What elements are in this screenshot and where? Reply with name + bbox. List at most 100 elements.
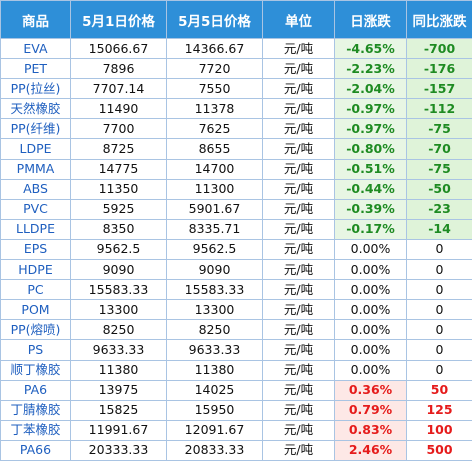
price-may5-cell: 9633.33 <box>167 340 263 360</box>
yoy-change-cell: 50 <box>407 380 472 400</box>
daily-change-cell: -0.80% <box>335 139 407 159</box>
yoy-change-cell: -70 <box>407 139 472 159</box>
commodity-name-cell: PMMA <box>1 159 71 179</box>
commodity-name-cell: LLDPE <box>1 219 71 239</box>
yoy-change-cell: -23 <box>407 199 472 219</box>
price-may5-cell: 8335.71 <box>167 219 263 239</box>
unit-cell: 元/吨 <box>263 79 335 99</box>
daily-change-cell: 0.83% <box>335 420 407 440</box>
daily-change-cell: -0.97% <box>335 99 407 119</box>
header-price-may1: 5月1日价格 <box>71 1 167 39</box>
daily-change-cell: -2.23% <box>335 59 407 79</box>
daily-change-cell: 0.00% <box>335 320 407 340</box>
price-may5-cell: 14025 <box>167 380 263 400</box>
price-may5-cell: 7720 <box>167 59 263 79</box>
price-may1-cell: 15825 <box>71 400 167 420</box>
header-yoy-change: 同比涨跌 <box>407 1 472 39</box>
unit-cell: 元/吨 <box>263 99 335 119</box>
commodity-name-cell: PS <box>1 340 71 360</box>
price-may1-cell: 14775 <box>71 159 167 179</box>
daily-change-cell: 0.36% <box>335 380 407 400</box>
price-may1-cell: 11380 <box>71 360 167 380</box>
header-price-may5: 5月5日价格 <box>167 1 263 39</box>
price-may5-cell: 14366.67 <box>167 39 263 59</box>
price-may5-cell: 20833.33 <box>167 440 263 460</box>
price-may1-cell: 13300 <box>71 300 167 320</box>
unit-cell: 元/吨 <box>263 400 335 420</box>
yoy-change-cell: 0 <box>407 300 472 320</box>
unit-cell: 元/吨 <box>263 39 335 59</box>
unit-cell: 元/吨 <box>263 340 335 360</box>
price-may5-cell: 11378 <box>167 99 263 119</box>
commodity-name-cell: PP(拉丝) <box>1 79 71 99</box>
header-row: 商品 5月1日价格 5月5日价格 单位 日涨跌 同比涨跌 <box>1 1 472 39</box>
price-may1-cell: 11490 <box>71 99 167 119</box>
unit-cell: 元/吨 <box>263 119 335 139</box>
price-may5-cell: 14700 <box>167 159 263 179</box>
commodity-name-cell: PP(纤维) <box>1 119 71 139</box>
yoy-change-cell: 0 <box>407 280 472 300</box>
yoy-change-cell: -176 <box>407 59 472 79</box>
unit-cell: 元/吨 <box>263 300 335 320</box>
daily-change-cell: 0.00% <box>335 340 407 360</box>
commodity-name-cell: PET <box>1 59 71 79</box>
unit-cell: 元/吨 <box>263 159 335 179</box>
price-may1-cell: 7700 <box>71 119 167 139</box>
price-may5-cell: 7625 <box>167 119 263 139</box>
commodity-name-cell: POM <box>1 300 71 320</box>
commodity-name-cell: PA6 <box>1 380 71 400</box>
price-may5-cell: 5901.67 <box>167 199 263 219</box>
price-may5-cell: 12091.67 <box>167 420 263 440</box>
unit-cell: 元/吨 <box>263 360 335 380</box>
price-may5-cell: 9562.5 <box>167 239 263 259</box>
price-may5-cell: 8250 <box>167 320 263 340</box>
price-may1-cell: 9090 <box>71 260 167 280</box>
unit-cell: 元/吨 <box>263 219 335 239</box>
yoy-change-cell: -50 <box>407 179 472 199</box>
price-may1-cell: 15066.67 <box>71 39 167 59</box>
commodity-name-cell: ABS <box>1 179 71 199</box>
yoy-change-cell: -700 <box>407 39 472 59</box>
daily-change-cell: -0.17% <box>335 219 407 239</box>
commodity-name-cell: EVA <box>1 39 71 59</box>
yoy-change-cell: -157 <box>407 79 472 99</box>
yoy-change-cell: 0 <box>407 360 472 380</box>
daily-change-cell: -2.04% <box>335 79 407 99</box>
price-may5-cell: 9090 <box>167 260 263 280</box>
daily-change-cell: -0.39% <box>335 199 407 219</box>
commodity-name-cell: LDPE <box>1 139 71 159</box>
price-may1-cell: 11350 <box>71 179 167 199</box>
commodity-name-cell: HDPE <box>1 260 71 280</box>
price-may1-cell: 7707.14 <box>71 79 167 99</box>
price-may5-cell: 7550 <box>167 79 263 99</box>
daily-change-cell: 0.00% <box>335 260 407 280</box>
commodity-name-cell: PA66 <box>1 440 71 460</box>
yoy-change-cell: 0 <box>407 340 472 360</box>
commodity-name-cell: 天然橡胶 <box>1 99 71 119</box>
commodity-name-cell: 顺丁橡胶 <box>1 360 71 380</box>
yoy-change-cell: -112 <box>407 99 472 119</box>
unit-cell: 元/吨 <box>263 440 335 460</box>
price-may5-cell: 15583.33 <box>167 280 263 300</box>
unit-cell: 元/吨 <box>263 280 335 300</box>
price-may5-cell: 11380 <box>167 360 263 380</box>
commodity-name-cell: PC <box>1 280 71 300</box>
price-may1-cell: 8725 <box>71 139 167 159</box>
commodity-name-cell: EPS <box>1 239 71 259</box>
